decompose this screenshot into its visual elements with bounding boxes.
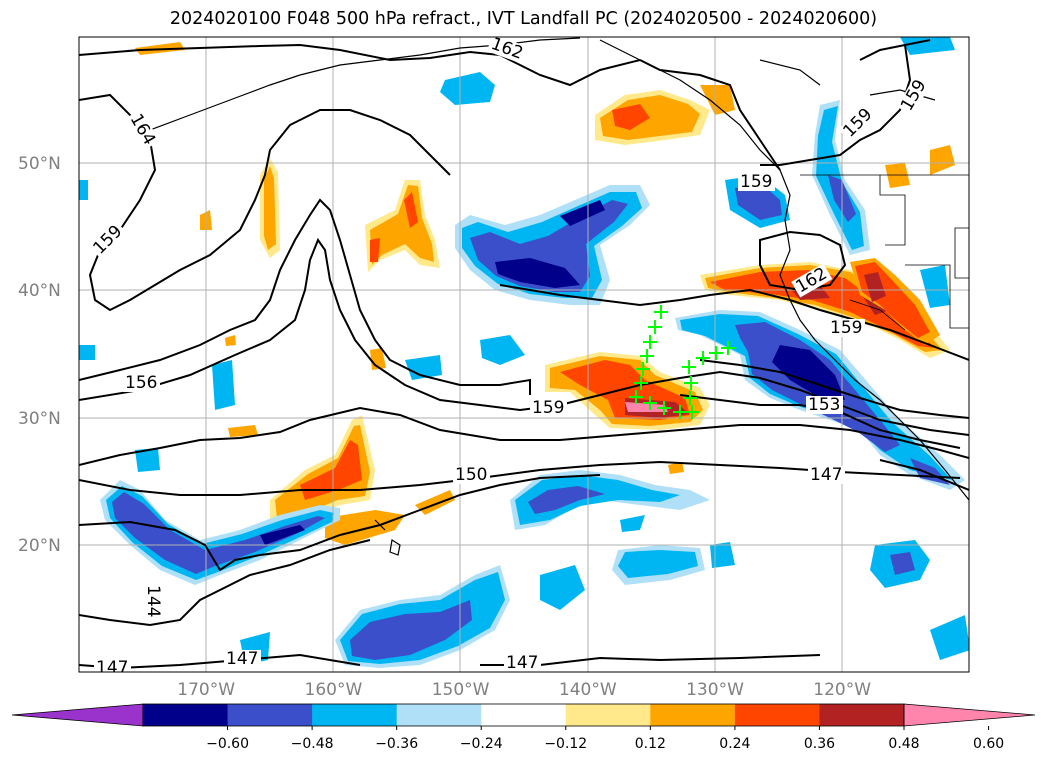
contour-label: 159 — [830, 318, 862, 338]
contour-label: 150 — [455, 465, 487, 485]
landfall-markers — [629, 305, 735, 419]
colorbar-tick-label: −0.24 — [459, 736, 503, 752]
colorbar-segment — [650, 704, 736, 726]
landfall-marker — [648, 320, 662, 334]
landfall-marker — [684, 376, 698, 390]
colorbar-extend-low — [11, 703, 144, 727]
contour-label: 147 — [810, 465, 842, 485]
contour-label: 144 — [143, 585, 163, 617]
contour-label: 147 — [506, 653, 538, 673]
colorbar-tick-label: 0.24 — [719, 736, 751, 752]
colorbar-tick-label: −0.36 — [375, 736, 419, 752]
lat-label: 40°N — [18, 281, 61, 302]
contour-label: 147 — [96, 658, 128, 678]
lon-label: 160°W — [304, 680, 363, 700]
colorbar-tick-label: −0.12 — [544, 736, 588, 752]
colorbar-segment — [734, 704, 820, 726]
contour-label: 159 — [740, 172, 772, 192]
colorbar-tick-label: −0.48 — [290, 736, 334, 752]
contour-label: 159 — [532, 398, 564, 418]
colorbar-extend-high — [903, 703, 1036, 727]
contour-label: 156 — [125, 373, 157, 393]
lon-label: 170°W — [177, 680, 236, 700]
colorbar-tick-label: 0.12 — [634, 736, 666, 752]
landfall-marker — [640, 349, 654, 363]
colorbar-tick-label: 0.36 — [803, 736, 836, 752]
landfall-marker — [721, 341, 735, 355]
positive-anomaly-fields — [135, 42, 955, 545]
lon-label: 120°W — [813, 680, 872, 700]
colorbar-segment — [819, 704, 905, 726]
landfall-marker — [673, 405, 687, 419]
borders — [800, 174, 969, 331]
colorbar-tick-label: 0.48 — [888, 736, 920, 752]
contour-label: 153 — [808, 395, 840, 415]
colorbar-segment — [481, 704, 567, 726]
colorbar — [11, 703, 1036, 730]
contour-label: 147 — [226, 649, 258, 669]
lon-label: 130°W — [686, 680, 744, 700]
colorbar-tick-label: 0.60 — [972, 736, 1005, 752]
colorbar-tick-label: −0.60 — [206, 736, 249, 752]
landfall-marker — [643, 335, 657, 349]
colorbar-segment — [143, 704, 229, 726]
landfall-marker — [643, 396, 657, 410]
landfall-marker — [682, 360, 696, 374]
landfall-marker — [709, 346, 723, 360]
landfall-marker — [636, 362, 650, 376]
map-title: 2024020100 F048 500 hPa refract., IVT La… — [169, 9, 878, 29]
colorbar-segment — [227, 704, 313, 726]
landfall-marker — [696, 351, 710, 365]
lat-label: 50°N — [18, 154, 61, 175]
lon-label: 140°W — [558, 680, 617, 700]
lat-label: 30°N — [18, 408, 61, 429]
landfall-marker — [685, 405, 699, 419]
colorbar-segment — [312, 704, 398, 726]
colorbar-segment — [396, 704, 482, 726]
landfall-marker — [654, 305, 668, 319]
lon-label: 150°W — [431, 680, 490, 700]
colorbar-segment — [565, 704, 651, 726]
landfall-marker — [683, 391, 697, 405]
lat-label: 20°N — [18, 535, 61, 556]
landfall-marker — [657, 401, 671, 415]
map-frame — [78, 36, 970, 673]
landfall-marker — [629, 390, 643, 404]
landfall-marker — [634, 376, 648, 390]
